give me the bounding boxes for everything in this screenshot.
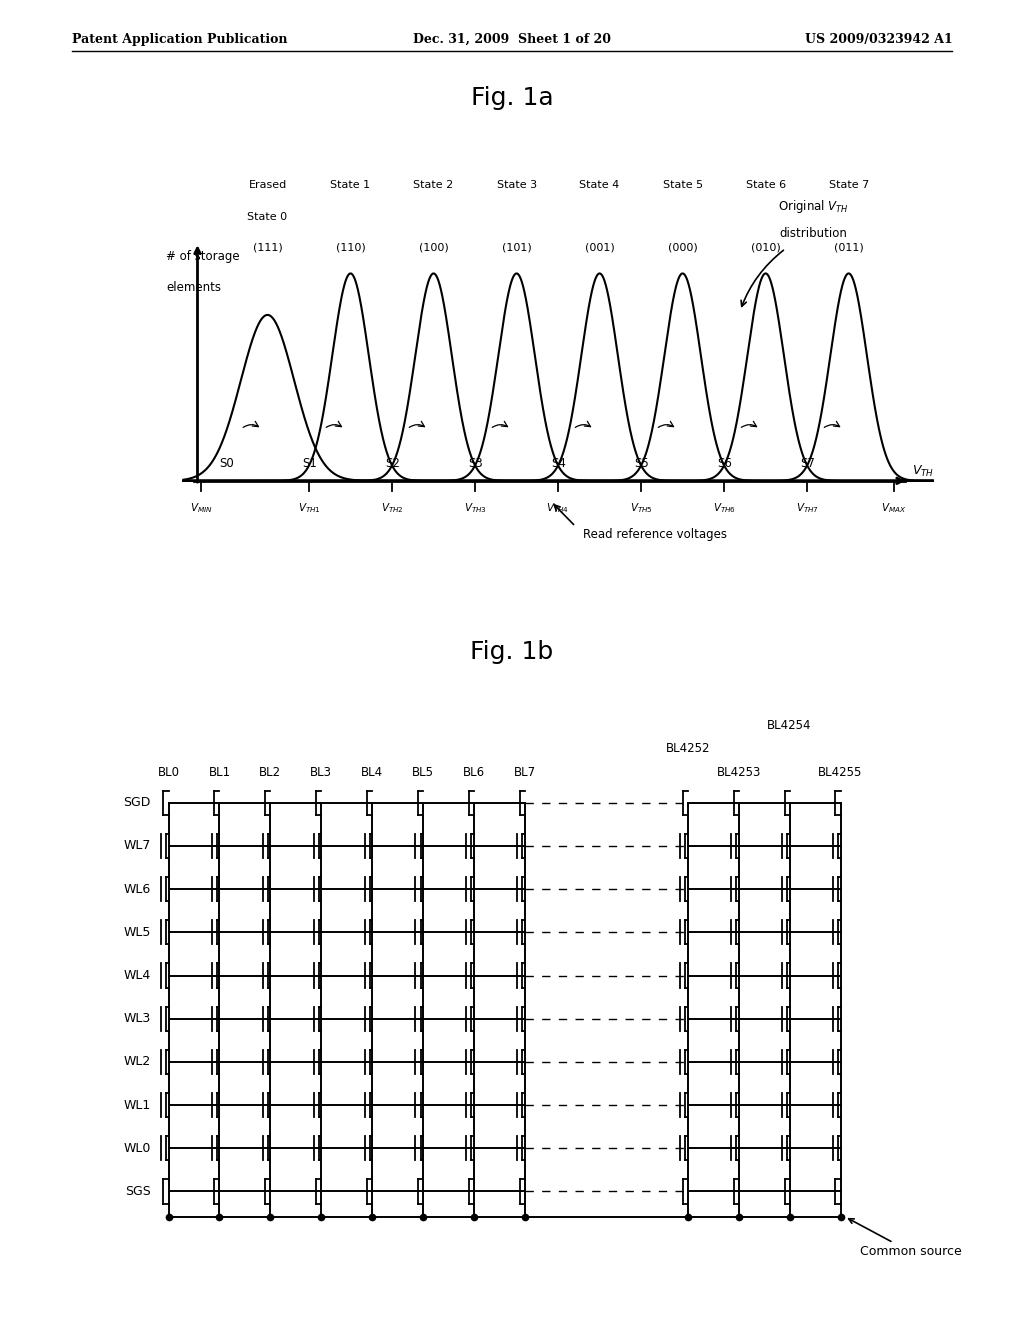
Text: S2: S2 [385,458,400,470]
Text: State 4: State 4 [580,181,620,190]
Text: # of storage: # of storage [166,249,240,263]
Text: State 3: State 3 [497,181,537,190]
Text: $V_{MIN}$: $V_{MIN}$ [189,502,212,515]
Text: (011): (011) [834,243,863,252]
Text: $V_{TH}$: $V_{TH}$ [911,463,934,479]
Text: State 0: State 0 [248,211,288,222]
Text: Fig. 1a: Fig. 1a [471,86,553,110]
Text: S6: S6 [717,458,732,470]
Text: $V_{TH2}$: $V_{TH2}$ [381,502,403,515]
Text: (101): (101) [502,243,531,252]
Text: BL0: BL0 [158,766,179,779]
Text: State 7: State 7 [828,181,868,190]
Text: $V_{TH5}$: $V_{TH5}$ [630,502,652,515]
Text: $V_{TH6}$: $V_{TH6}$ [713,502,735,515]
Text: Patent Application Publication: Patent Application Publication [72,33,287,46]
Text: S7: S7 [800,458,815,470]
Text: elements: elements [166,281,221,294]
Text: Dec. 31, 2009  Sheet 1 of 20: Dec. 31, 2009 Sheet 1 of 20 [413,33,611,46]
Text: BL4252: BL4252 [666,742,710,755]
Text: WL5: WL5 [123,925,151,939]
Text: (000): (000) [668,243,697,252]
Text: SGD: SGD [123,796,151,809]
Text: BL4: BL4 [361,766,383,779]
Text: S4: S4 [551,458,566,470]
Text: WL0: WL0 [123,1142,151,1155]
Text: $V_{TH4}$: $V_{TH4}$ [547,502,569,515]
Text: BL4255: BL4255 [818,766,862,779]
Text: (111): (111) [253,243,283,252]
Text: Read reference voltages: Read reference voltages [583,528,727,541]
Text: Fig. 1b: Fig. 1b [470,640,554,664]
Text: (010): (010) [751,243,780,252]
Text: Original $V_{TH}$: Original $V_{TH}$ [778,198,849,215]
Text: US 2009/0323942 A1: US 2009/0323942 A1 [805,33,952,46]
Text: $V_{TH7}$: $V_{TH7}$ [796,502,818,515]
Text: WL3: WL3 [124,1012,151,1026]
Text: Erased: Erased [249,181,287,190]
Text: S5: S5 [634,458,649,470]
Text: BL1: BL1 [209,766,230,779]
Text: SGS: SGS [125,1185,151,1199]
Text: Common source: Common source [849,1218,962,1258]
Text: BL4254: BL4254 [767,718,812,731]
Text: BL2: BL2 [259,766,282,779]
Text: S1: S1 [302,458,316,470]
Text: State 1: State 1 [331,181,371,190]
Text: (100): (100) [419,243,449,252]
Text: $V_{MAX}$: $V_{MAX}$ [882,502,907,515]
Text: State 5: State 5 [663,181,702,190]
Text: $V_{TH3}$: $V_{TH3}$ [464,502,486,515]
Text: BL6: BL6 [463,766,485,779]
Text: WL2: WL2 [124,1056,151,1068]
Text: State 6: State 6 [745,181,785,190]
Text: BL3: BL3 [310,766,332,779]
Text: distribution: distribution [779,227,848,240]
Text: WL4: WL4 [124,969,151,982]
Text: S0: S0 [219,458,233,470]
Text: BL5: BL5 [412,766,434,779]
Text: BL4253: BL4253 [717,766,761,779]
Text: S3: S3 [468,458,483,470]
Text: WL7: WL7 [123,840,151,853]
Text: WL1: WL1 [124,1098,151,1111]
Text: $V_{TH1}$: $V_{TH1}$ [298,502,321,515]
Text: WL6: WL6 [124,883,151,896]
Text: BL7: BL7 [514,766,536,779]
Text: (001): (001) [585,243,614,252]
Text: (110): (110) [336,243,366,252]
Text: State 2: State 2 [414,181,454,190]
